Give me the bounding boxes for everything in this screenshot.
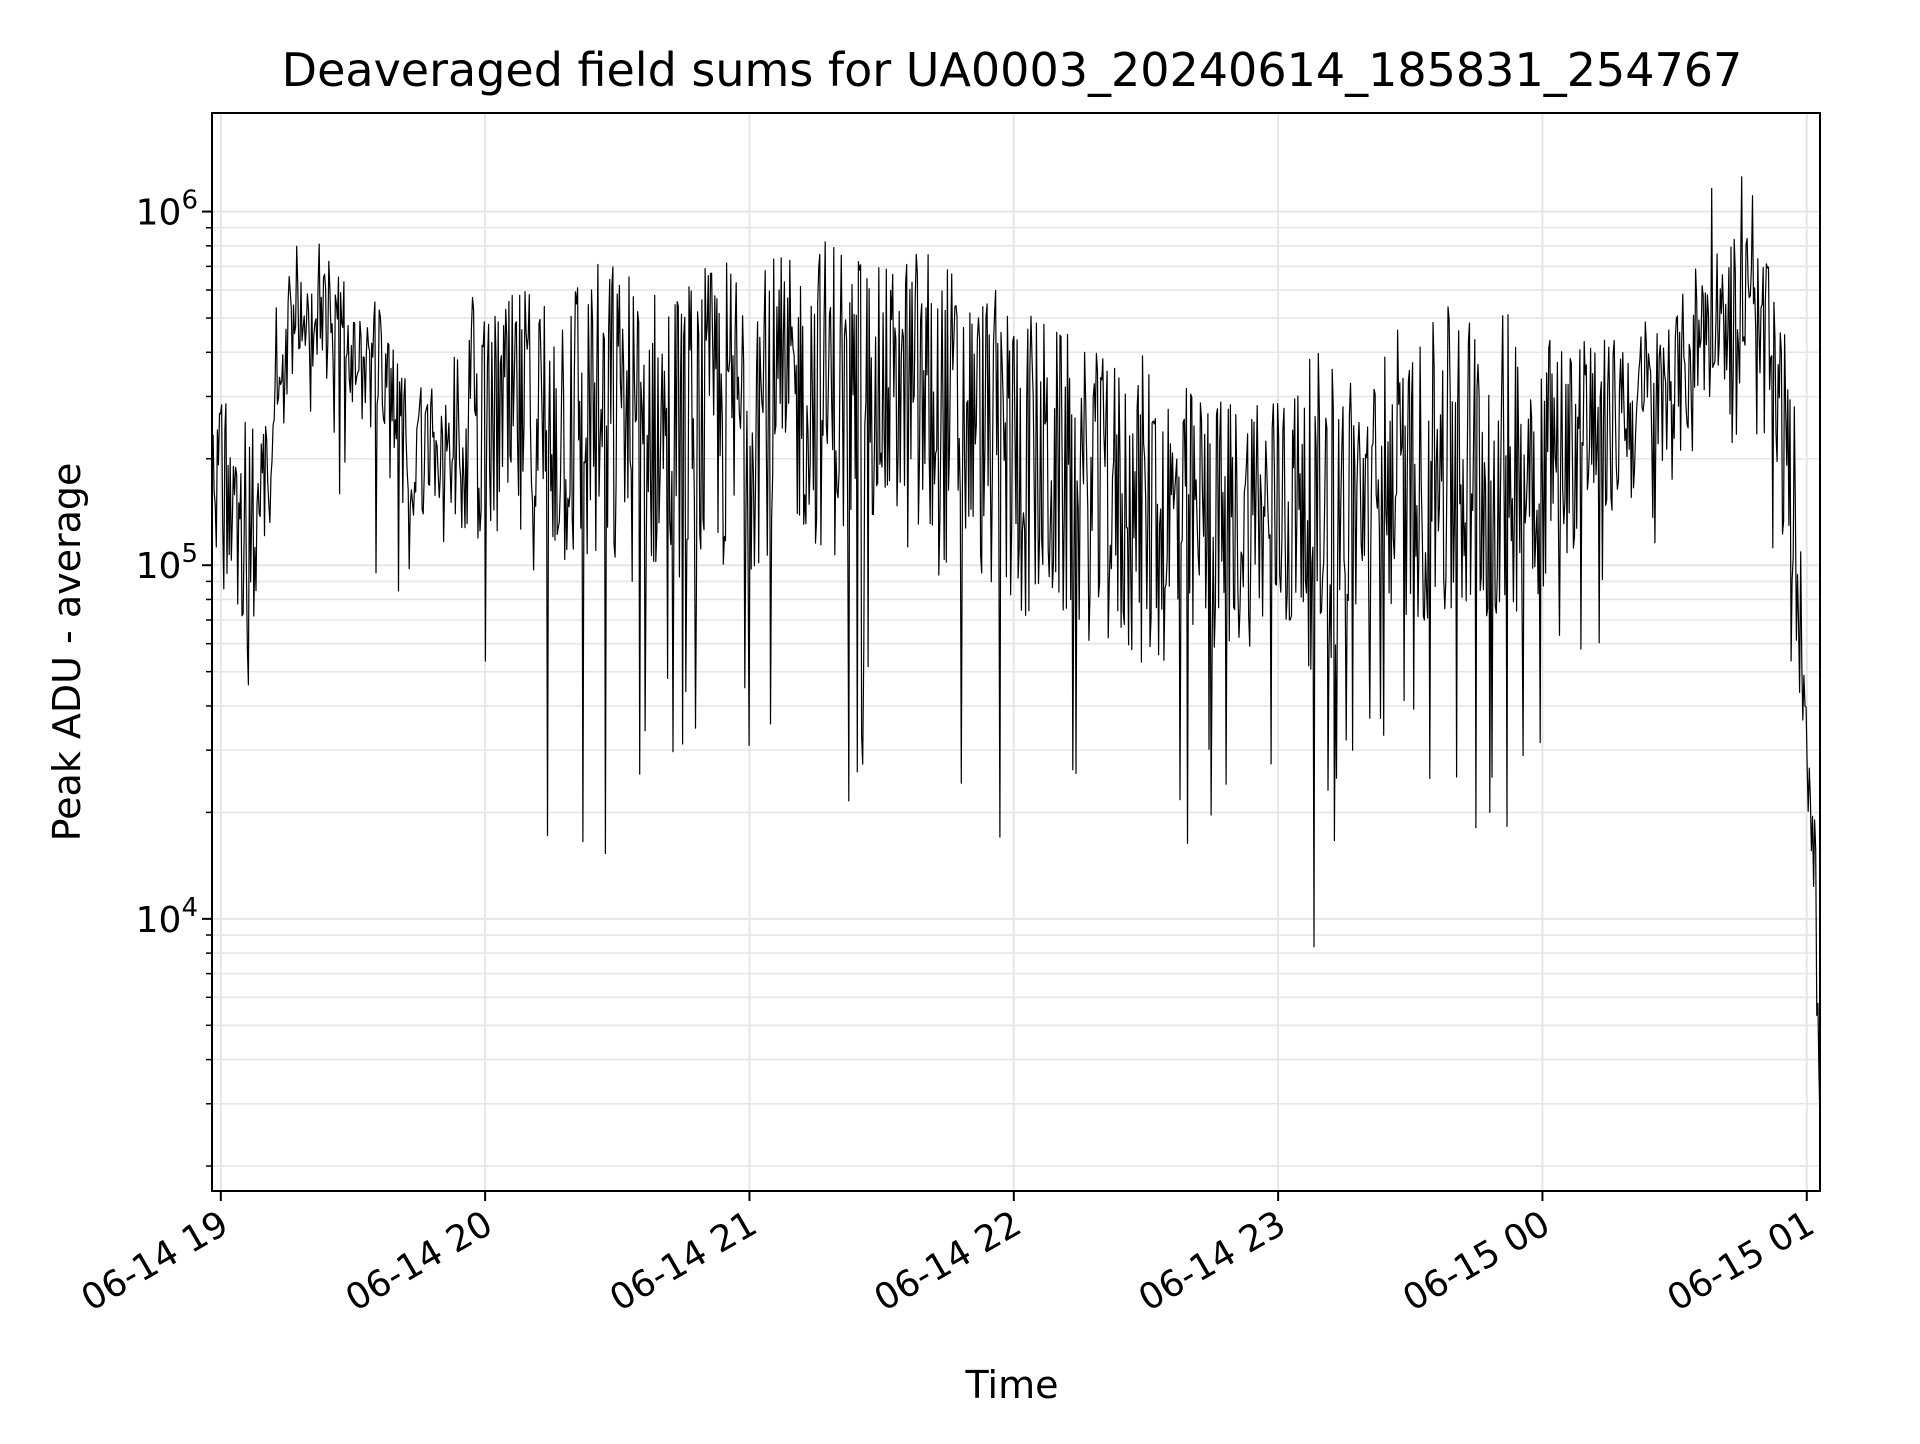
y-tick-label: 104: [136, 893, 198, 941]
x-axis-label: Time: [965, 1363, 1059, 1407]
chart-title: Deaveraged field sums for UA0003_2024061…: [282, 43, 1743, 97]
y-axis-label: Peak ADU - average: [45, 463, 89, 842]
y-tick-label: 105: [136, 539, 198, 587]
plot-frame: [211, 112, 1821, 1192]
data-series: [211, 176, 1821, 1125]
grid-lines: [212, 113, 1820, 1191]
series-line: [211, 176, 1821, 1125]
y-tick-label: 106: [136, 186, 198, 234]
